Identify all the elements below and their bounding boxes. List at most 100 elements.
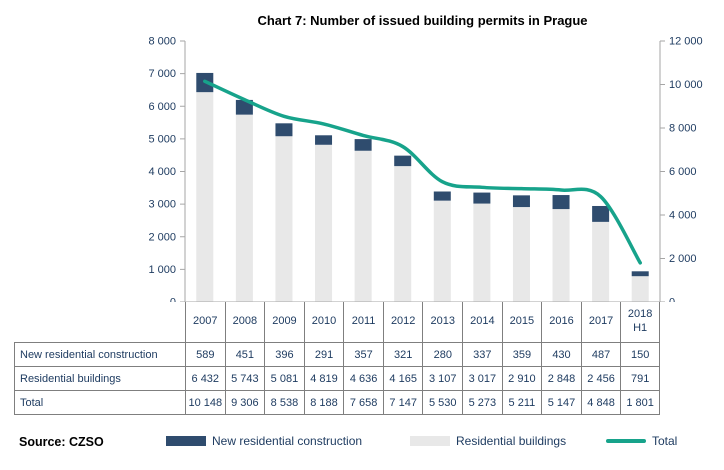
table-value-cell: 589 xyxy=(185,342,225,367)
table-value-cell: 8 188 xyxy=(303,391,344,415)
table-value-cell: 2 456 xyxy=(580,367,621,391)
bar-new-residential xyxy=(394,155,412,167)
table-value-cell: 1 801 xyxy=(620,391,660,415)
table-value-cell: 359 xyxy=(501,342,542,367)
table-value-cell: 451 xyxy=(224,342,265,367)
bar-new-residential xyxy=(235,99,253,115)
bar-new-residential xyxy=(275,123,293,137)
axis-tick-label: 4 000 xyxy=(148,166,176,178)
source-label: Source: CZSO xyxy=(19,435,104,449)
year-cell: 2011 xyxy=(343,302,383,342)
table-value-cell: 4 819 xyxy=(303,367,344,391)
axis-tick-label: 3 000 xyxy=(148,199,176,211)
table-value-cell: 5 530 xyxy=(422,391,463,415)
table-value-cell: 337 xyxy=(462,342,502,367)
year-header-row: 2007 2008 2009 2010 2011 2012 2013 2014 2015 2016… xyxy=(185,302,660,342)
new-residential-swatch-icon xyxy=(166,436,206,446)
table-value-cell: 5 211 xyxy=(501,391,542,415)
bar-new-residential xyxy=(512,195,530,208)
axis-tick-label: 8 000 xyxy=(669,123,697,135)
year-cell: 2016 xyxy=(541,302,581,342)
legend-label: Total xyxy=(652,434,678,448)
bar-residential-buildings xyxy=(315,144,333,302)
total-line-swatch-icon xyxy=(606,439,646,443)
year-cell: 2012 xyxy=(382,302,423,342)
legend-label: Residential buildings xyxy=(456,434,567,448)
table-value-cell: 4 165 xyxy=(382,367,423,391)
table-value-cell: 3 107 xyxy=(422,367,463,391)
table-row-label: Residential buildings xyxy=(14,367,185,391)
table-value-cell: 430 xyxy=(541,342,581,367)
bar-new-residential xyxy=(354,139,372,151)
bar-new-residential xyxy=(552,195,570,210)
bar-residential-buildings xyxy=(275,136,293,302)
table-value-cell: 7 147 xyxy=(382,391,423,415)
table-value-cell: 10 148 xyxy=(185,391,225,415)
residential-buildings-swatch-icon xyxy=(410,436,450,446)
chart-title: Chart 7: Number of issued building permi… xyxy=(257,13,588,28)
bar-new-residential xyxy=(631,271,649,277)
table-value-cell: 8 538 xyxy=(264,391,304,415)
axis-tick-label: 6 000 xyxy=(669,166,697,178)
bar-residential-buildings xyxy=(354,150,372,302)
permits-chart-plot: 0 1 000 2 000 3 000 4 000 5 000 6 000 7 000 8 00… xyxy=(148,36,703,303)
table-value-cell: 6 432 xyxy=(185,367,225,391)
axis-tick-label: 2 000 xyxy=(669,253,697,265)
bar-residential-buildings xyxy=(631,276,649,302)
table-value-cell: 9 306 xyxy=(224,391,265,415)
table-value-cell: 291 xyxy=(303,342,344,367)
bar-residential-buildings xyxy=(394,166,412,302)
bar-residential-buildings xyxy=(196,92,214,302)
table-row-label: New residential construction xyxy=(14,342,185,367)
table-value-cell: 5 273 xyxy=(462,391,502,415)
table-value-cell: 4 636 xyxy=(343,367,383,391)
bar-residential-buildings xyxy=(235,114,253,302)
year-cell: 2008 xyxy=(224,302,265,342)
year-cell: 2014 xyxy=(462,302,502,342)
table-value-cell: 791 xyxy=(620,367,660,391)
total-line xyxy=(203,79,642,265)
legend-item-new-residential: New residential construction xyxy=(166,433,362,449)
axis-tick-label: 7 000 xyxy=(148,68,176,80)
year-cell: 2010 xyxy=(303,302,344,342)
year-cell: 2007 xyxy=(185,302,225,342)
table-value-cell: 357 xyxy=(343,342,383,367)
year-cell: 2009 xyxy=(264,302,304,342)
table-value-cell: 5 081 xyxy=(264,367,304,391)
bar-residential-buildings xyxy=(552,209,570,302)
year-cell: 2015 xyxy=(501,302,542,342)
table-value-cell: 5 147 xyxy=(541,391,581,415)
table-value-cell: 5 743 xyxy=(224,367,265,391)
bar-residential-buildings xyxy=(473,203,491,302)
table-value-cell: 396 xyxy=(264,342,304,367)
table-value-cell: 280 xyxy=(422,342,463,367)
axis-tick-label: 5 000 xyxy=(148,133,176,145)
table-value-cell: 2 848 xyxy=(541,367,581,391)
axis-tick-label: 12 000 xyxy=(669,36,703,48)
bar-new-residential xyxy=(592,205,610,222)
legend-item-residential-buildings: Residential buildings xyxy=(410,433,566,449)
legend-label: New residential construction xyxy=(212,434,363,448)
axis-tick-label: 1 000 xyxy=(148,264,176,276)
axis-tick-label: 2 000 xyxy=(148,231,176,243)
table-value-cell: 3 017 xyxy=(462,367,502,391)
axis-tick-label: 8 000 xyxy=(148,36,176,48)
year-cell: 2018 H1 xyxy=(620,302,660,342)
table-value-cell: 2 910 xyxy=(501,367,542,391)
axis-tick-label: 0 xyxy=(170,297,176,303)
legend-item-total: Total xyxy=(606,433,677,449)
year-cell: 2013 xyxy=(422,302,462,342)
axis-tick-label: 6 000 xyxy=(148,101,176,113)
axis-tick-label: 0 xyxy=(669,297,675,303)
bar-residential-buildings xyxy=(433,200,451,302)
bar-new-residential xyxy=(433,191,451,201)
table-value-cell: 321 xyxy=(382,342,423,367)
axis-tick-label: 10 000 xyxy=(669,79,703,91)
year-cell: 2017 xyxy=(580,302,621,342)
table-value-cell: 487 xyxy=(580,342,621,367)
table-value-cell: 4 848 xyxy=(580,391,621,415)
table-value-cell: 150 xyxy=(620,342,660,367)
bar-residential-buildings xyxy=(592,221,610,302)
bar-residential-buildings xyxy=(512,207,530,302)
